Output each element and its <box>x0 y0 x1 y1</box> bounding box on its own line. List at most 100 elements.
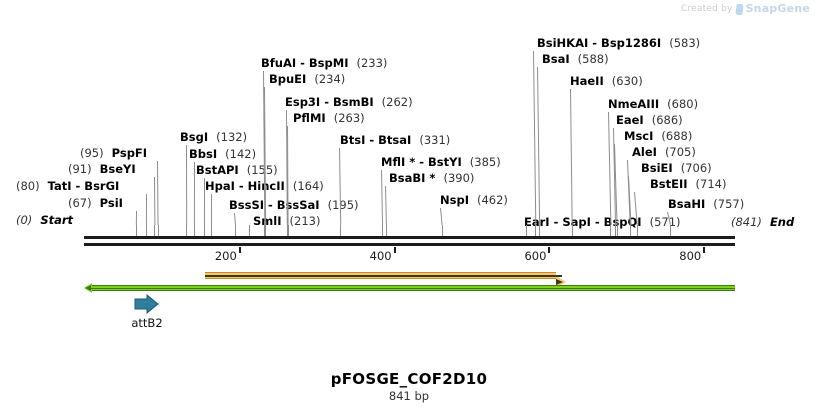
enzyme-label[interactable]: (841) End <box>731 216 794 229</box>
enzyme-label[interactable]: PflMI (263) <box>293 112 365 125</box>
site-tick <box>135 225 137 236</box>
enzyme-name: End <box>769 215 795 229</box>
enzyme-name: BstAPI <box>196 163 239 177</box>
enzyme-label[interactable]: MscI (688) <box>624 130 692 143</box>
enzyme-label[interactable]: EaeI (686) <box>616 114 683 127</box>
leader-line <box>264 86 267 225</box>
attb2-feature-arrow[interactable] <box>134 294 160 316</box>
enzyme-position: (262) <box>381 95 413 109</box>
enzyme-name: EarI - SapI - BspQI <box>524 215 642 229</box>
watermark-prefix: Created by <box>681 3 733 14</box>
site-tick <box>286 225 288 236</box>
site-tick <box>539 225 541 236</box>
leader-line <box>570 88 573 225</box>
enzyme-label[interactable]: (95) PspFI <box>80 147 147 160</box>
site-tick <box>615 225 617 236</box>
site-tick <box>145 225 147 236</box>
enzyme-label[interactable]: EarI - SapI - BspQI (571) <box>524 216 681 229</box>
enzyme-name: SmlI <box>253 214 282 228</box>
enzyme-label[interactable]: BsiHKAI - Bsp1286I (583) <box>537 37 700 50</box>
enzyme-name: BsaBI * <box>389 171 436 185</box>
enzyme-label[interactable]: Esp3I - BsmBI (262) <box>285 96 413 109</box>
enzyme-label[interactable]: AleI (705) <box>632 146 696 159</box>
enzyme-label[interactable]: HaeII (630) <box>570 75 643 88</box>
enzyme-label[interactable]: (0) Start <box>16 214 73 227</box>
enzyme-label[interactable]: BsaI (588) <box>542 53 609 66</box>
site-tick <box>525 225 527 236</box>
enzyme-position: (67) <box>68 196 92 210</box>
site-tick <box>264 225 266 236</box>
ruler-label-400: 400 <box>369 249 392 263</box>
enzyme-position: (80) <box>16 179 40 193</box>
ruler-label-200: 200 <box>214 249 237 263</box>
enzyme-label[interactable]: (67) PsiI <box>68 197 123 210</box>
enzyme-label[interactable]: BstAPI (155) <box>196 164 278 177</box>
enzyme-name: BsiHKAI - Bsp1286I <box>537 36 662 50</box>
site-tick <box>630 225 632 236</box>
site-tick <box>571 225 573 236</box>
enzyme-label[interactable]: BbsI (142) <box>189 148 256 161</box>
enzyme-position: (841) <box>731 215 762 229</box>
enzyme-label[interactable]: NmeAIII (680) <box>608 98 698 111</box>
leader-line <box>210 193 212 226</box>
enzyme-name: NspI <box>440 193 469 207</box>
enzyme-label[interactable]: BtsI - BtsaI (331) <box>340 134 450 147</box>
enzyme-label[interactable]: BpuEI (234) <box>269 73 345 86</box>
enzyme-name: HpaI - HincII <box>205 179 285 193</box>
site-tick <box>340 225 342 236</box>
leader-line <box>385 185 387 226</box>
enzyme-position: (132) <box>216 130 248 144</box>
enzyme-label[interactable]: BstEII (714) <box>650 178 726 191</box>
enzyme-label[interactable]: BsgI (132) <box>180 131 247 144</box>
enzyme-label[interactable]: BsiEI (706) <box>641 162 712 175</box>
enzyme-label[interactable]: (91) BseYI <box>68 163 136 176</box>
enzyme-name: BsiEI <box>641 161 673 175</box>
enzyme-position: (571) <box>649 215 681 229</box>
enzyme-position: (95) <box>80 146 104 160</box>
enzyme-label[interactable]: BsaHI (757) <box>668 198 744 211</box>
enzyme-label[interactable]: BssSI - BssSaI (195) <box>229 199 359 212</box>
enzyme-name: NmeAIII <box>608 97 660 111</box>
enzyme-position: (706) <box>680 161 712 175</box>
site-tick <box>248 225 250 236</box>
enzyme-position: (705) <box>664 145 696 159</box>
site-tick <box>441 225 443 236</box>
enzyme-label[interactable]: NspI (462) <box>440 194 508 207</box>
enzyme-position: (0) <box>16 213 33 227</box>
enzyme-name: MscI <box>624 129 654 143</box>
leader-line <box>339 147 342 225</box>
enzyme-label[interactable]: MflI * - BstYI (385) <box>381 156 501 169</box>
enzyme-name: AleI <box>632 145 657 159</box>
site-tick <box>265 225 267 236</box>
enzyme-name: MflI * - BstYI <box>381 155 462 169</box>
leader-line <box>537 66 541 225</box>
ruler-label-800: 800 <box>679 249 702 263</box>
site-tick <box>157 225 159 236</box>
enzyme-position: (91) <box>68 162 92 176</box>
enzyme-label[interactable]: BfuAI - BspMI (233) <box>261 57 387 70</box>
snapgene-watermark: Created by SnapGene <box>681 2 810 15</box>
leader-line <box>608 111 612 226</box>
enzyme-label[interactable]: BsaBI * (390) <box>389 172 474 185</box>
enzyme-name: BfuAI - BspMI <box>261 56 349 70</box>
green-feature-stroke <box>90 287 735 289</box>
leader-line <box>135 210 137 226</box>
enzyme-name: BseYI <box>99 162 136 176</box>
enzyme-name: BbsI <box>189 147 218 161</box>
enzyme-position: (390) <box>443 171 475 185</box>
page-title: pFOSGE_COF2D10 <box>330 370 488 388</box>
site-tick <box>629 225 631 236</box>
enzyme-label[interactable]: (80) TatI - BsrGI <box>16 180 119 193</box>
leader-line <box>145 193 147 226</box>
enzyme-name: PflMI <box>293 111 326 125</box>
leader-line <box>203 177 205 226</box>
site-tick <box>535 225 537 236</box>
leader-line <box>533 50 537 225</box>
attb2-feature-label: attB2 <box>131 316 163 330</box>
enzyme-position: (213) <box>289 214 321 228</box>
enzyme-label[interactable]: SmlI (213) <box>253 215 320 228</box>
site-tick <box>154 225 156 236</box>
enzyme-name: BtsI - BtsaI <box>340 133 412 147</box>
green-feature-arrowhead <box>84 283 92 293</box>
